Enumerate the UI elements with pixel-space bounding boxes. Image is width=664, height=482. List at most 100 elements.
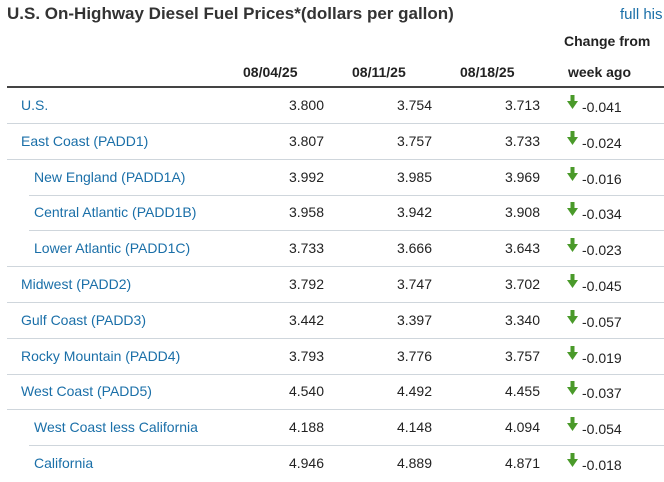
price-cell-1: 3.733: [288, 240, 324, 257]
change-cell: -0.024: [567, 130, 622, 151]
price-cell-3: 3.340: [504, 311, 540, 328]
region-link[interactable]: East Coast (PADD1): [21, 132, 149, 149]
region-link[interactable]: Central Atlantic (PADD1B): [34, 204, 197, 221]
price-cell-3: 4.871: [504, 455, 540, 471]
table-row: Lower Atlantic (PADD1C) 3.733 3.666 3.643 -0…: [7, 231, 664, 268]
change-value: -0.034: [582, 206, 622, 223]
price-cell-1: 4.946: [288, 455, 324, 471]
table-row: Rocky Mountain (PADD4) 3.793 3.776 3.757 -0.…: [7, 339, 664, 375]
change-header-line1: Change from: [564, 33, 651, 49]
change-cell: -0.045: [567, 273, 622, 294]
table-row: Gulf Coast (PADD3) 3.442 3.397 3.340 -0.057: [7, 303, 664, 339]
region-link[interactable]: California: [34, 455, 94, 471]
region-link[interactable]: Gulf Coast (PADD3): [21, 311, 146, 328]
price-cell-2: 3.776: [396, 347, 432, 364]
down-arrow-icon: [567, 130, 582, 146]
price-cell-2: 3.754: [396, 97, 432, 113]
price-cell-2: 3.747: [396, 276, 432, 292]
row-divider: [7, 266, 664, 268]
change-cell: -0.037: [567, 380, 622, 401]
change-value: -0.054: [582, 421, 622, 438]
change-cell: -0.054: [567, 416, 622, 437]
change-value: -0.057: [582, 313, 622, 330]
down-arrow-icon: [567, 237, 582, 253]
price-cell-2: 4.889: [396, 455, 432, 471]
price-cell-3: 4.094: [504, 419, 540, 436]
price-cell-3: 3.643: [504, 240, 540, 257]
price-cell-3: 3.757: [504, 347, 540, 364]
change-value: -0.045: [582, 278, 622, 294]
table-row: New England (PADD1A) 3.992 3.985 3.969 -0.01…: [7, 160, 664, 196]
region-link[interactable]: New England (PADD1A): [34, 168, 186, 185]
table-row: California 4.946 4.889 4.871 -0.018: [7, 446, 664, 482]
price-cell-3: 3.702: [504, 276, 540, 292]
price-cell-2: 3.942: [396, 204, 432, 221]
price-cell-3: 3.733: [504, 132, 540, 149]
change-cell: -0.041: [567, 94, 622, 115]
column-header-date3: 08/18/25: [460, 64, 515, 80]
region-link[interactable]: Rocky Mountain (PADD4): [21, 347, 181, 364]
price-cell-2: 4.148: [396, 419, 432, 436]
column-header-date2: 08/11/25: [352, 64, 406, 80]
down-arrow-icon: [567, 416, 582, 432]
down-arrow-icon: [567, 94, 582, 110]
table-row: U.S. 3.800 3.754 3.713 -0.041: [7, 88, 664, 124]
row-divider: [29, 445, 664, 447]
change-value: -0.037: [582, 385, 622, 402]
change-header-line2: week ago: [568, 64, 632, 80]
header-divider: [7, 86, 664, 88]
change-value: -0.023: [582, 242, 622, 259]
price-cell-1: 3.992: [288, 168, 324, 185]
row-divider: [7, 373, 664, 375]
table-row: Central Atlantic (PADD1B) 3.958 3.942 3.908…: [7, 195, 664, 232]
price-cell-1: 3.807: [288, 132, 324, 149]
change-cell: -0.018: [567, 452, 622, 473]
price-cell-3: 4.455: [504, 383, 540, 400]
change-value: -0.019: [582, 349, 622, 366]
price-cell-1: 3.792: [288, 276, 324, 292]
region-link[interactable]: Lower Atlantic (PADD1C): [34, 240, 191, 257]
change-value: -0.016: [582, 170, 622, 187]
down-arrow-icon: [567, 201, 582, 217]
change-value: -0.024: [582, 134, 622, 151]
down-arrow-icon: [567, 452, 582, 468]
down-arrow-icon: [567, 380, 582, 396]
table-row: East Coast (PADD1) 3.807 3.757 3.733 -0.024: [7, 124, 664, 160]
region-link[interactable]: U.S.: [21, 97, 49, 113]
table-title: U.S. On-Highway Diesel Fuel Prices*(doll…: [7, 4, 454, 23]
change-value: -0.018: [582, 457, 622, 473]
down-arrow-icon: [567, 345, 582, 361]
row-divider: [29, 230, 664, 232]
change-cell: -0.034: [567, 201, 622, 222]
price-cell-1: 3.800: [288, 97, 324, 113]
down-arrow-icon: [567, 273, 582, 289]
change-cell: -0.019: [567, 345, 622, 366]
price-cell-3: 3.969: [504, 168, 540, 185]
region-link[interactable]: Midwest (PADD2): [21, 276, 132, 292]
price-cell-1: 3.793: [288, 347, 324, 364]
price-cell-1: 3.442: [288, 311, 324, 328]
region-link[interactable]: West Coast less California: [34, 419, 198, 436]
table-row: Midwest (PADD2) 3.792 3.747 3.702 -0.045: [7, 267, 664, 303]
price-cell-2: 3.985: [396, 168, 432, 185]
region-link[interactable]: West Coast (PADD5): [21, 383, 152, 400]
table-row: West Coast (PADD5) 4.540 4.492 4.455 -0.037: [7, 374, 664, 411]
price-cell-2: 4.492: [396, 383, 432, 400]
price-cell-1: 4.540: [288, 383, 324, 400]
price-cell-1: 3.958: [288, 204, 324, 221]
full-history-link[interactable]: full his: [620, 6, 663, 23]
down-arrow-icon: [567, 166, 582, 182]
row-divider: [7, 409, 664, 411]
row-divider: [7, 337, 664, 339]
row-divider: [7, 302, 664, 303]
row-divider: [7, 123, 664, 124]
price-cell-2: 3.397: [396, 311, 432, 328]
change-value: -0.041: [582, 99, 622, 115]
change-cell: -0.057: [567, 309, 622, 330]
table-row: West Coast less California 4.188 4.148 4.09…: [7, 410, 664, 447]
price-cell-1: 4.188: [288, 419, 324, 436]
change-cell: -0.016: [567, 166, 622, 187]
row-divider: [29, 194, 664, 196]
change-cell: -0.023: [567, 237, 622, 258]
price-cell-2: 3.666: [396, 240, 432, 257]
